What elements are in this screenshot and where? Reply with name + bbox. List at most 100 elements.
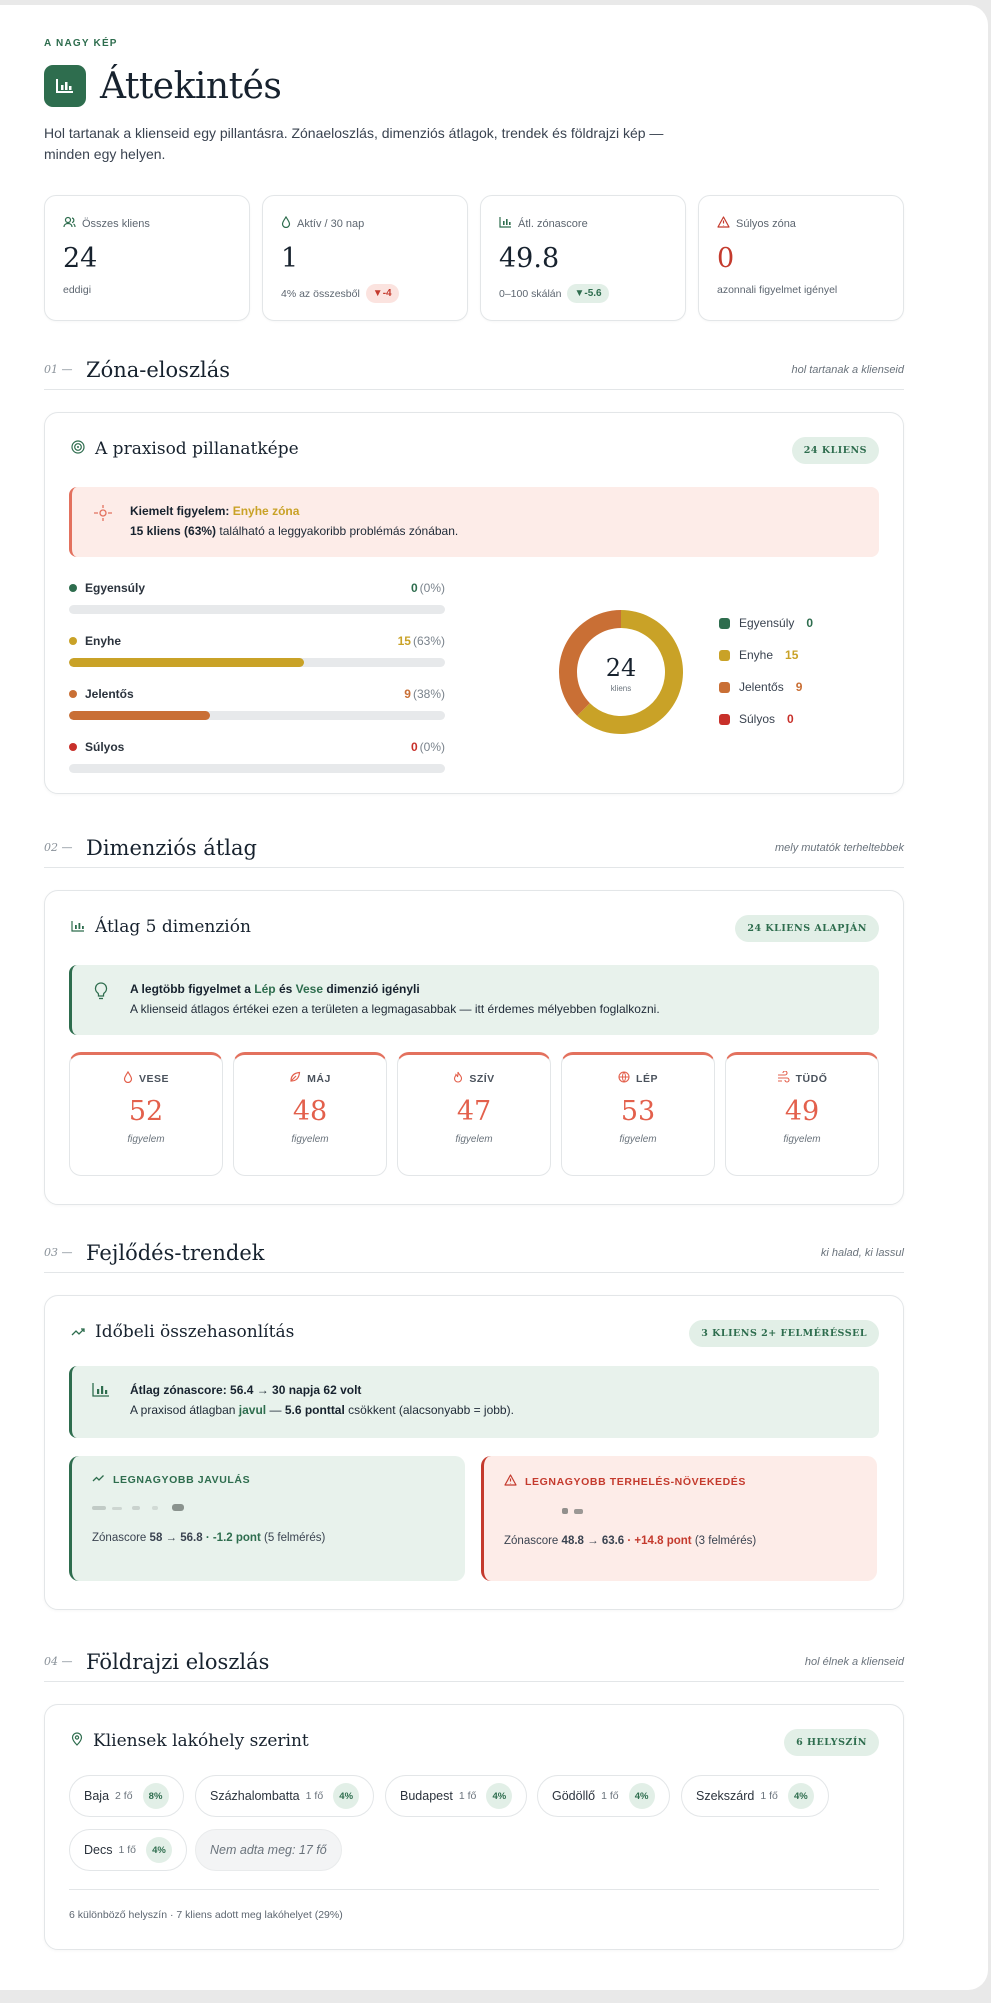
zone-row-severe: Súlyos 0 (0%) <box>69 740 445 773</box>
zone-name: Enyhe <box>85 634 122 648</box>
stat-card-total: Összes kliens 24 eddigi <box>44 195 250 321</box>
wind-icon <box>777 1070 790 1086</box>
trend-up-icon <box>71 1322 85 1342</box>
legend-value: 0 <box>806 616 814 630</box>
zone-bar-fill <box>69 711 210 720</box>
legend-label: Súlyos <box>739 712 776 726</box>
stat-sub: 4% az összesből <box>281 287 360 300</box>
legend-swatch <box>719 713 730 725</box>
zone-count-value: 9 <box>404 687 411 701</box>
zone-count: 0 (0%) <box>411 581 445 595</box>
section-number: 04 — <box>44 1655 73 1668</box>
dimension-name: VESE <box>138 1072 169 1085</box>
divider <box>69 1889 879 1890</box>
trend-delta: · -1.2 pont <box>205 1532 261 1544</box>
stat-card-active: Aktív / 30 nap 1 4% az összesből ▼-4 <box>262 195 468 321</box>
location-chip[interactable]: Decs 1 fő 4% <box>69 1829 187 1871</box>
callout-dim-2: Vese <box>295 982 324 996</box>
callout-rest: található a leggyakoribb problémás zónáb… <box>219 524 459 538</box>
zone-pct: (63%) <box>412 634 445 648</box>
callout-part: A legtöbb figyelmet a <box>130 982 251 996</box>
trend-score-label: Zónascore <box>92 1532 147 1544</box>
location-name: Százhalombatta <box>210 1789 300 1803</box>
trend-callout: Átlag zónascore: 56.4 → 30 napja 62 volt… <box>69 1366 879 1438</box>
callout-part: A praxisod átlagban <box>130 1403 236 1417</box>
stat-label: Átl. zónascore <box>518 217 588 230</box>
section-note: ki halad, ki lassul <box>820 1246 904 1259</box>
stat-label: Súlyos zóna <box>736 217 796 230</box>
legend-item: Jelentős 9 <box>719 671 813 703</box>
donut-slice <box>577 610 683 734</box>
delta-pill: ▼-4 <box>365 284 399 303</box>
section-title: Dimenziós átlag <box>86 835 257 860</box>
zone-callout: Kiemelt figyelem: Enyhe zóna 15 kliens (… <box>69 487 879 557</box>
dimension-value: 49 <box>784 1096 820 1127</box>
overview-page: A NAGY KÉP Áttekintés Hol tartanak a kli… <box>0 5 988 1990</box>
biggest-increase-panel: LEGNAGYOBB TERHELÉS-NÖVEKEDÉS Zónascore … <box>481 1456 877 1581</box>
callout-part: és <box>278 982 293 996</box>
dimension-tile-sziv: SZÍV 47 figyelem <box>397 1052 551 1176</box>
geo-footer: 6 különböző helyszín · 7 kliens adott me… <box>69 1909 343 1921</box>
dimension-name: LÉP <box>636 1072 658 1085</box>
zone-name: Egyensúly <box>85 581 146 595</box>
dimension-callout: A legtöbb figyelmet a Lép és Vese dimenz… <box>69 965 879 1035</box>
basis-badge: 24 KLIENS ALAPJÁN <box>735 915 879 942</box>
users-icon <box>63 216 76 231</box>
callout-part: dimenzió igényli <box>326 982 420 996</box>
location-pct: 4% <box>486 1783 513 1809</box>
dimension-sub: figyelem <box>619 1134 657 1145</box>
location-pct: 4% <box>333 1783 360 1809</box>
best-improvement-panel: LEGNAGYOBB JAVULÁS Zónascore 58 → 56.8 ·… <box>69 1456 465 1581</box>
page-lede: Hol tartanak a klienseid egy pillantásra… <box>44 125 664 162</box>
callout-direction: javul <box>238 1403 267 1417</box>
location-chip[interactable]: Szekszárd 1 fő 4% <box>681 1775 829 1817</box>
zone-dot <box>69 584 77 592</box>
stat-label: Aktív / 30 nap <box>297 217 365 230</box>
zone-pct: (0%) <box>419 581 445 595</box>
location-count-badge: 6 HELYSZÍN <box>784 1729 879 1756</box>
dimension-value: 52 <box>128 1096 164 1127</box>
geo-card: Kliensek lakóhely szerint 6 HELYSZÍN Baj… <box>44 1704 904 1950</box>
map-pin-icon <box>71 1731 83 1751</box>
legend-value: 15 <box>785 648 799 662</box>
stat-value: 1 <box>281 243 299 274</box>
location-count: 1 fő <box>305 1790 324 1802</box>
zone-bar-fill <box>69 658 304 667</box>
flame-icon <box>453 1071 463 1086</box>
delta-pill: ▼-5.6 <box>567 284 609 303</box>
zone-name: Jelentős <box>85 687 134 701</box>
location-chip[interactable]: Gödöllő 1 fő 4% <box>537 1775 670 1817</box>
zone-count: 9 (38%) <box>404 687 445 701</box>
location-name: Gödöllő <box>552 1789 596 1803</box>
dimension-sub: figyelem <box>127 1134 165 1145</box>
zone-name: Súlyos <box>85 740 125 754</box>
zone-count-value: 0 <box>410 740 418 754</box>
location-chip[interactable]: Százhalombatta 1 fő 4% <box>195 1775 375 1817</box>
location-pct: 4% <box>628 1783 655 1809</box>
stat-sub: eddigi <box>63 284 92 296</box>
stat-value: 49.8 <box>499 243 560 274</box>
trend-card: Időbeli összehasonlítás 3 KLIENS 2+ FELM… <box>44 1295 904 1610</box>
zone-dot <box>69 690 77 698</box>
legend-item: Súlyos 0 <box>719 703 813 735</box>
section-title: Fejlődés-trendek <box>86 1240 265 1265</box>
redacted-client-name <box>92 1498 445 1520</box>
card-title-text: A praxisod pillanatképe <box>95 439 299 459</box>
trend-up-icon <box>92 1474 105 1486</box>
location-chip[interactable]: Baja 2 fő 8% <box>69 1775 184 1817</box>
stat-label: Összes kliens <box>82 217 150 230</box>
zone-dot <box>69 743 77 751</box>
callout-sub: A klienseid átlagos értékei ezen a terül… <box>130 1002 660 1016</box>
target-icon <box>71 439 85 459</box>
section-number: 03 — <box>44 1246 73 1259</box>
bar-chart-icon <box>44 65 86 107</box>
zone-row-balance: Egyensúly 0 (0%) <box>69 581 445 614</box>
location-name: Decs <box>84 1843 113 1857</box>
location-pct: 4% <box>146 1837 172 1863</box>
section-header-zones: 01 — Zóna-eloszlás hol tartanak a kliens… <box>44 350 904 390</box>
location-chip[interactable]: Budapest 1 fő 4% <box>385 1775 528 1817</box>
stat-value: 24 <box>63 243 98 274</box>
section-number: 01 — <box>44 363 73 376</box>
stat-card-severe: Súlyos zóna 0 azonnali figyelmet igényel <box>698 195 904 321</box>
trend-score-range: 48.8 → 63.6 <box>561 1535 625 1547</box>
